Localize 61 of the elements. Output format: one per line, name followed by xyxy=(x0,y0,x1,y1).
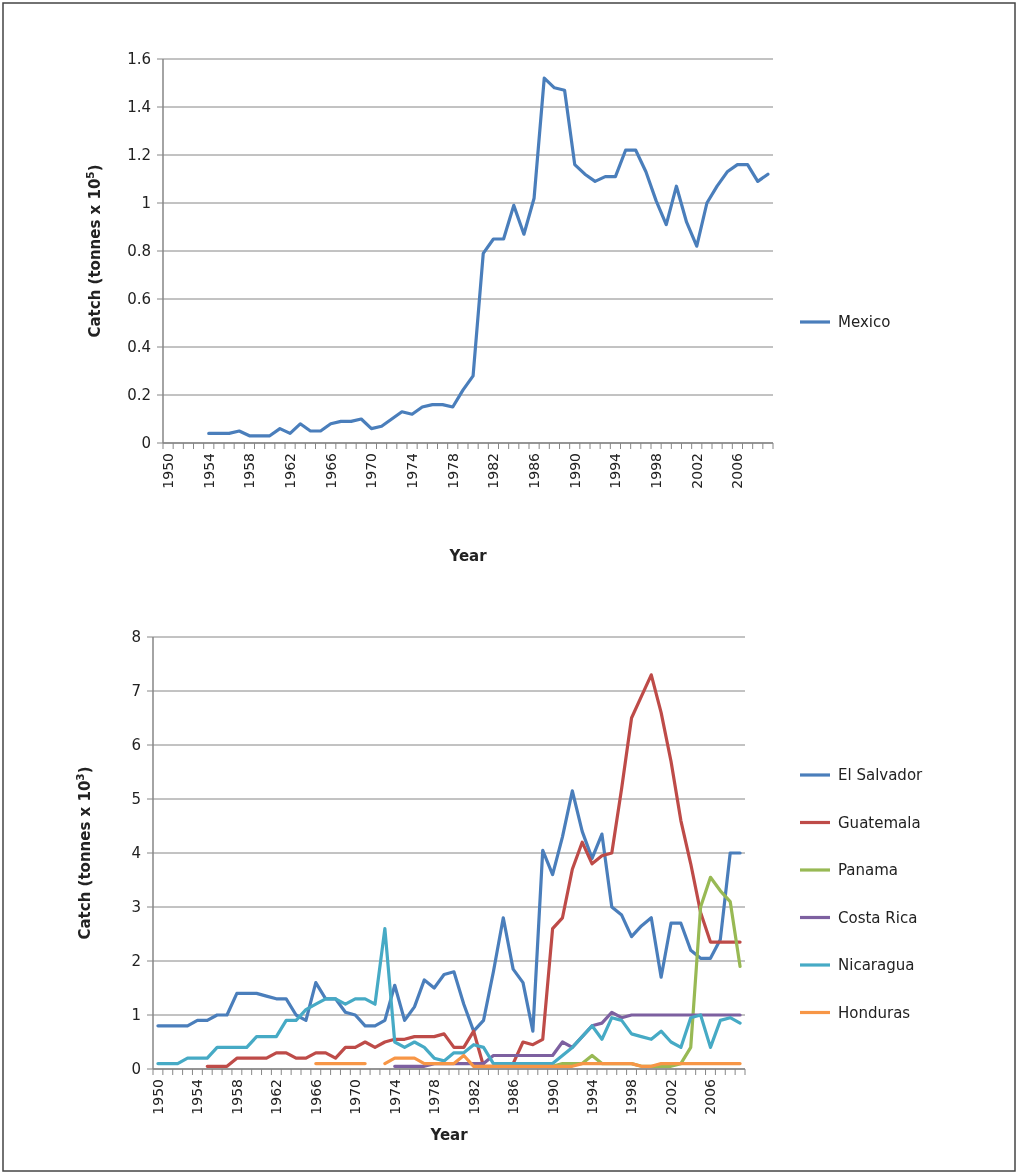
x-axis-title: Year xyxy=(448,547,488,565)
x-tick-label: 1966 xyxy=(322,452,339,489)
x-tick-label: 1974 xyxy=(386,1078,403,1115)
y-tick-label: 0 xyxy=(131,1060,141,1079)
y-tick-label: 7 xyxy=(131,682,141,701)
x-tick-label: 1950 xyxy=(149,1079,166,1115)
x-tick-label: 2002 xyxy=(662,1079,679,1115)
line-series xyxy=(156,927,742,1066)
x-tick-label: 1954 xyxy=(189,1078,206,1115)
y-tick-label: 0.6 xyxy=(127,290,151,309)
x-tick-label: 1970 xyxy=(347,1079,364,1115)
y-tick-label: 1 xyxy=(131,1006,141,1025)
x-tick-label: 2002 xyxy=(688,453,705,489)
y-tick-label: 2 xyxy=(131,952,141,971)
y-tick-label: 6 xyxy=(131,736,141,755)
y-tick-label: 5 xyxy=(131,790,141,809)
y-tick-label: 3 xyxy=(131,898,141,917)
legend-label: El Salvador xyxy=(838,766,924,785)
x-tick-label: 1990 xyxy=(566,453,583,489)
x-tick-label: 1998 xyxy=(647,453,664,489)
x-tick-label: 1994 xyxy=(583,1078,600,1115)
x-tick-label: 1982 xyxy=(465,1079,482,1115)
y-tick-label: 1.2 xyxy=(127,146,151,165)
x-tick-label: 1962 xyxy=(281,453,298,489)
x-tick-label: 1958 xyxy=(228,1079,245,1115)
x-tick-label: 1990 xyxy=(544,1079,561,1115)
x-tick-label: 1954 xyxy=(200,452,217,489)
legend-label: Nicaragua xyxy=(838,956,915,975)
x-tick-label: 1962 xyxy=(268,1079,285,1115)
legend-label: Costa Rica xyxy=(838,908,918,927)
x-tick-label: 1986 xyxy=(525,452,542,489)
line-series xyxy=(205,673,742,1068)
y-tick-label: 1 xyxy=(141,194,151,213)
y-tick-label: 0 xyxy=(141,434,151,453)
y-tick-label: 8 xyxy=(131,628,141,647)
x-tick-label: 1982 xyxy=(485,453,502,489)
x-tick-label: 1978 xyxy=(426,1079,443,1115)
y-tick-label: 0.2 xyxy=(127,386,151,405)
x-tick-label: 2006 xyxy=(729,452,746,489)
x-tick-label: 1958 xyxy=(241,453,258,489)
x-tick-label: 1986 xyxy=(505,1078,522,1115)
x-tick-label: 1970 xyxy=(363,453,380,489)
line-series xyxy=(207,76,770,438)
legend-label: Guatemala xyxy=(838,813,921,832)
y-tick-label: 1.4 xyxy=(127,98,151,117)
legend-label: Mexico xyxy=(838,313,891,332)
x-tick-label: 1978 xyxy=(444,453,461,489)
legend-label: Panama xyxy=(838,861,899,880)
y-tick-label: 0.8 xyxy=(127,242,151,261)
y-tick-label: 4 xyxy=(131,844,141,863)
x-tick-label: 1966 xyxy=(307,1078,324,1115)
y-tick-label: 0.4 xyxy=(127,338,151,357)
x-tick-label: 1998 xyxy=(623,1079,640,1115)
x-tick-label: 1974 xyxy=(403,452,420,489)
legend-label: Honduras xyxy=(838,1003,911,1022)
x-tick-label: 2006 xyxy=(702,1078,719,1115)
x-axis-title: Year xyxy=(429,1126,469,1144)
y-tick-label: 1.6 xyxy=(127,50,151,69)
x-tick-label: 1994 xyxy=(607,452,624,489)
line-series xyxy=(156,789,742,1033)
x-tick-label: 1950 xyxy=(159,453,176,489)
